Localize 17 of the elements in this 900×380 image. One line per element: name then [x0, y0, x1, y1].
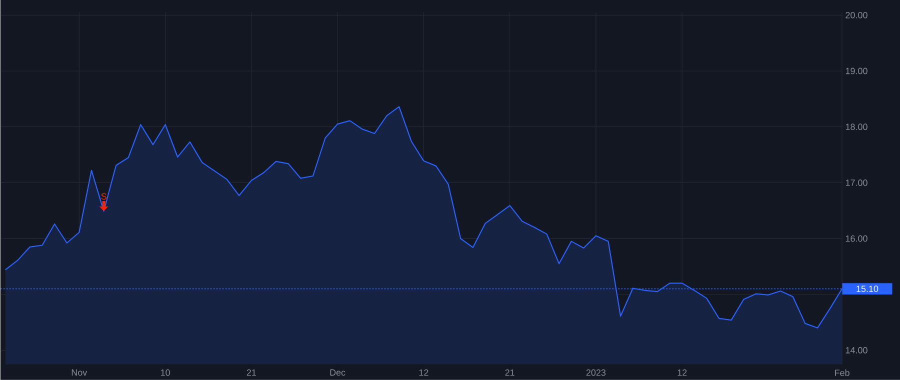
- x-tick-label: 12: [419, 369, 428, 376]
- y-tick-label: 17.00: [846, 180, 868, 186]
- x-tick-label: 12: [678, 369, 687, 376]
- y-tick-label: 20.00: [846, 12, 868, 18]
- x-tick-label: 10: [160, 369, 170, 376]
- x-tick-label: Nov: [72, 369, 88, 376]
- x-tick-label: Dec: [330, 369, 346, 376]
- y-tick-label: 18.00: [846, 124, 868, 130]
- y-tick-label: 19.00: [846, 68, 868, 74]
- annotation: S: [101, 193, 106, 200]
- y-tick-label: 16.00: [846, 235, 868, 242]
- x-tick-label: 2023: [586, 369, 606, 376]
- ref-line-label: 15.10: [856, 286, 878, 292]
- x-tick-label: 21: [246, 369, 256, 376]
- x-tick-label: Feb: [835, 369, 850, 376]
- y-tick-label: 14.00: [846, 347, 868, 354]
- x-tick-label: 21: [505, 369, 514, 376]
